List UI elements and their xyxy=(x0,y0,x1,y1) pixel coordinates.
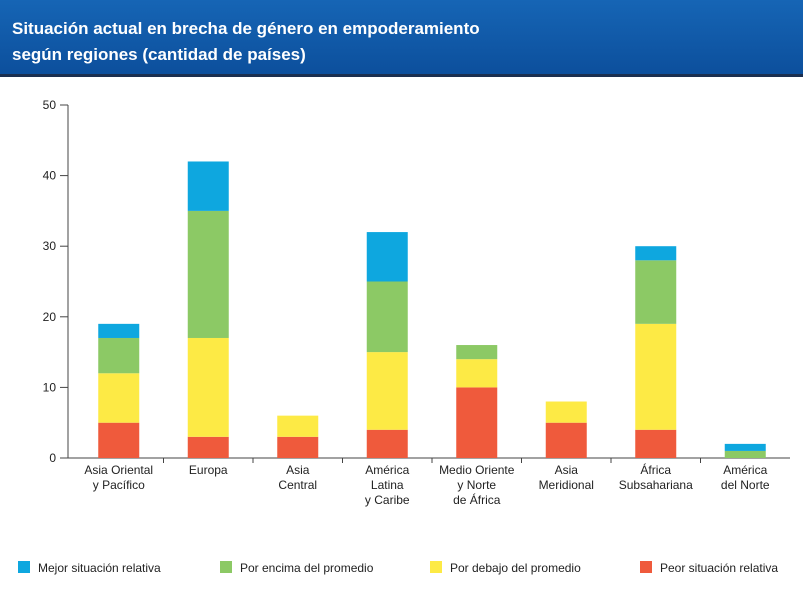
bar-segment xyxy=(366,232,408,282)
legend-swatch xyxy=(18,561,30,573)
bar-segment xyxy=(366,352,408,430)
bar-segment xyxy=(635,323,677,430)
x-tick-label: Asia Oriental xyxy=(84,463,153,477)
x-tick-label: y Caribe xyxy=(365,493,410,507)
legend-label: Por debajo del promedio xyxy=(450,561,581,575)
bar-segment xyxy=(187,161,229,211)
x-tick-label: Subsahariana xyxy=(619,478,693,492)
bar-segment xyxy=(456,359,498,388)
y-tick-label: 30 xyxy=(43,239,57,253)
y-tick-label: 10 xyxy=(43,380,57,394)
legend-swatch xyxy=(220,561,232,573)
x-tick-label: Europa xyxy=(189,463,228,477)
legend-label: Por encima del promedio xyxy=(240,561,374,575)
bar-segment xyxy=(98,373,140,423)
x-tick-label: Asia xyxy=(555,463,579,477)
bar-segment xyxy=(635,246,677,261)
bar-segment xyxy=(187,436,229,458)
y-tick-label: 0 xyxy=(49,451,56,465)
x-tick-label: Central xyxy=(278,478,317,492)
x-tick-label: de África xyxy=(453,492,501,507)
y-tick-label: 50 xyxy=(43,98,57,112)
header-band xyxy=(0,0,803,75)
bar-segment xyxy=(187,210,229,338)
bar-segment xyxy=(456,345,498,360)
bar-segment xyxy=(635,260,677,324)
x-tick-label: Medio Oriente xyxy=(439,463,515,477)
x-tick-label: América xyxy=(723,463,767,477)
bar-segment xyxy=(366,429,408,458)
legend-label: Mejor situación relativa xyxy=(38,561,161,575)
legend-label: Peor situación relativa xyxy=(660,561,778,575)
legend-swatch xyxy=(430,561,442,573)
bar-segment xyxy=(366,281,408,353)
bar-segment xyxy=(98,422,140,458)
bar-segment xyxy=(187,337,229,437)
chart-title: Situación actual en brecha de género en … xyxy=(12,19,480,38)
bar-segment xyxy=(98,337,140,374)
chart-title: según regiones (cantidad de países) xyxy=(12,45,306,64)
y-tick-label: 40 xyxy=(43,169,57,183)
x-tick-label: Meridional xyxy=(539,478,594,492)
x-tick-label: del Norte xyxy=(721,478,770,492)
x-tick-label: Asia xyxy=(286,463,310,477)
bar-segment xyxy=(545,401,587,423)
bar-segment xyxy=(98,323,140,338)
bar-segment xyxy=(277,415,319,437)
header-rule xyxy=(0,74,803,77)
bar-segment xyxy=(456,387,498,458)
x-tick-label: Latina xyxy=(371,478,404,492)
bar-segment xyxy=(724,443,766,451)
x-tick-label: y Pacífico xyxy=(93,478,145,492)
bar-segment xyxy=(277,436,319,458)
bar-segment xyxy=(724,450,766,458)
bar-segment xyxy=(545,422,587,458)
x-tick-label: y Norte xyxy=(457,478,496,492)
y-tick-label: 20 xyxy=(43,310,57,324)
x-tick-label: América xyxy=(365,463,409,477)
bar-segment xyxy=(635,429,677,458)
legend-swatch xyxy=(640,561,652,573)
x-tick-label: África xyxy=(640,462,671,477)
